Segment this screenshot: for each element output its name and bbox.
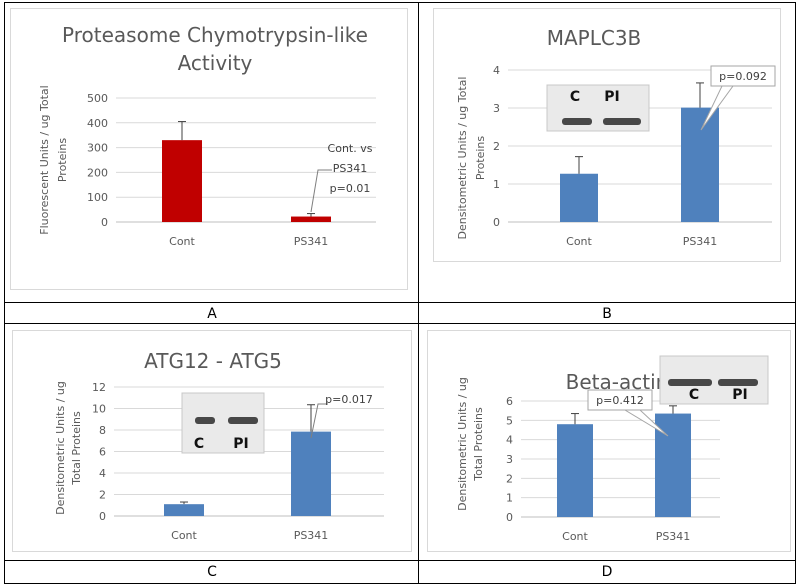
chart-title: MAPLC3B	[547, 26, 642, 50]
blot-lane-label: PI	[233, 436, 248, 452]
divider-center	[418, 2, 419, 584]
x-tick-label: Cont	[566, 235, 592, 248]
bar-cont	[164, 504, 204, 516]
annotation-callout-box	[587, 389, 653, 411]
y-tick-label: 0	[493, 216, 500, 229]
blot-band	[195, 417, 215, 424]
annotation-text: PS341	[333, 162, 368, 175]
y-tick-label: 4	[506, 434, 513, 447]
chart-c: 0 2 4 6 8 10 12 Cont PS341 ATG12 - ATG5 Densitomet…	[54, 349, 384, 542]
panel-label-d: D	[601, 564, 613, 580]
panel-label-b: B	[602, 306, 612, 322]
y-tick-label: 4	[99, 467, 106, 480]
blot-band	[718, 379, 758, 386]
blot-lane-label: PI	[604, 89, 619, 105]
y-axis-label: Densitometric Units / ug	[456, 377, 469, 511]
x-tick-label: Cont	[562, 530, 588, 543]
y-axis-label: Fluorescent Units / ug Total	[38, 85, 51, 234]
bar-cont	[162, 140, 202, 222]
blot-lane-label: C	[689, 387, 699, 403]
y-tick-label: 2	[506, 472, 513, 485]
y-tick-label: 12	[92, 381, 106, 394]
chart-b: 0 1 2 3 4 Cont PS341 MAPLC3B Densitometric Units…	[456, 26, 776, 248]
y-axis-label: Densitometric Units / ug Total	[456, 77, 469, 240]
blot-lane-label: PI	[732, 387, 747, 403]
y-axis-label: Total Proteins	[472, 407, 485, 482]
x-tick-label: PS341	[683, 235, 718, 248]
y-tick-label: 300	[87, 142, 108, 155]
y-tick-label: 500	[87, 92, 108, 105]
y-tick-label: 0	[101, 216, 108, 229]
y-tick-label: 6	[99, 446, 106, 459]
blot-lane-label: C	[570, 89, 580, 105]
bar-cont	[560, 173, 598, 222]
y-tick-label: 2	[99, 489, 106, 502]
y-axis-label: Proteins	[474, 136, 487, 181]
y-tick-label: 200	[87, 166, 108, 179]
annotation-text: p=0.092	[719, 70, 767, 83]
blot-band	[228, 417, 258, 424]
y-tick-label: 4	[493, 64, 500, 77]
divider-row1-label	[4, 302, 796, 303]
figure-frame	[4, 2, 796, 584]
panel-label-a: A	[207, 306, 217, 322]
blot-lane-label: C	[194, 436, 204, 452]
annotation-text: Cont. vs	[328, 142, 373, 155]
chart-title: Proteasome Chymotrypsin-like	[62, 23, 368, 47]
chart-a: 0 100 200 300 400 500 Cont PS341 Proteasome Chym…	[38, 23, 376, 248]
y-tick-label: 100	[87, 191, 108, 204]
bar-ps341	[291, 216, 331, 222]
divider-row2-label	[4, 560, 796, 561]
x-tick-label: PS341	[294, 529, 329, 542]
panel-label-c: C	[207, 564, 217, 580]
chart-title: ATG12 - ATG5	[144, 349, 282, 373]
y-tick-label: 6	[506, 395, 513, 408]
annotation-callout-box	[710, 65, 776, 87]
blot-band	[603, 118, 641, 125]
annotation-text: p=0.412	[596, 394, 644, 407]
y-tick-label: 5	[506, 414, 513, 427]
bar-ps341	[681, 107, 719, 222]
annotation-text: p=0.017	[325, 393, 373, 406]
chart-title: Activity	[178, 51, 253, 75]
annotation-text: p=0.01	[330, 182, 371, 195]
y-tick-label: 10	[92, 403, 106, 416]
x-tick-label: Cont	[169, 235, 195, 248]
blot-band	[668, 379, 712, 386]
y-axis-label: Densitometric Units / ug	[54, 381, 67, 515]
x-tick-label: Cont	[171, 529, 197, 542]
y-axis-label: Proteins	[56, 138, 69, 183]
y-tick-label: 1	[506, 492, 513, 505]
y-tick-label: 8	[99, 424, 106, 437]
chart-b-box	[433, 8, 781, 262]
y-tick-label: 0	[99, 510, 106, 523]
y-tick-label: 3	[506, 453, 513, 466]
blot-band	[562, 118, 592, 125]
bar-cont	[557, 424, 593, 517]
divider-row2-top	[4, 323, 796, 324]
annotation-leader	[310, 169, 332, 213]
annotation-leader	[310, 403, 328, 439]
x-tick-label: PS341	[294, 235, 329, 248]
y-tick-label: 2	[493, 140, 500, 153]
chart-a-box	[10, 8, 408, 290]
x-tick-label: PS341	[656, 530, 691, 543]
y-tick-label: 3	[493, 102, 500, 115]
y-tick-label: 1	[493, 178, 500, 191]
y-tick-label: 0	[506, 511, 513, 524]
y-axis-label: Total Proteins	[70, 411, 83, 486]
y-tick-label: 400	[87, 117, 108, 130]
bar-ps341	[291, 431, 331, 516]
